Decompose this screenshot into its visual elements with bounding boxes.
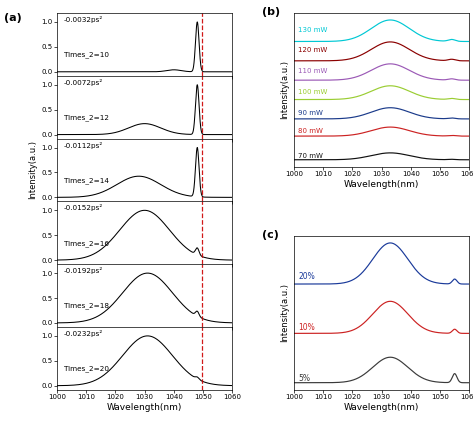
Text: 100 mW: 100 mW bbox=[298, 89, 328, 95]
X-axis label: Wavelength(nm): Wavelength(nm) bbox=[344, 403, 419, 412]
Text: 120 mW: 120 mW bbox=[298, 48, 328, 53]
Text: -0.0112ps²: -0.0112ps² bbox=[64, 142, 103, 149]
Text: (c): (c) bbox=[262, 230, 279, 240]
Text: -0.0032ps²: -0.0032ps² bbox=[64, 16, 103, 23]
Text: 90 mW: 90 mW bbox=[298, 110, 323, 116]
Text: Times_2=10: Times_2=10 bbox=[64, 52, 109, 58]
Y-axis label: Intensity(a.u.): Intensity(a.u.) bbox=[281, 60, 290, 120]
Text: (b): (b) bbox=[262, 7, 280, 17]
Text: 80 mW: 80 mW bbox=[298, 128, 323, 134]
Text: 110 mW: 110 mW bbox=[298, 68, 328, 74]
Text: -0.0152ps²: -0.0152ps² bbox=[64, 204, 103, 211]
Text: 10%: 10% bbox=[298, 323, 315, 332]
Text: Times_2=12: Times_2=12 bbox=[64, 114, 109, 121]
Text: -0.0192ps²: -0.0192ps² bbox=[64, 267, 103, 274]
Text: 5%: 5% bbox=[298, 374, 310, 383]
Text: 20%: 20% bbox=[298, 272, 315, 281]
Text: (a): (a) bbox=[4, 13, 22, 23]
X-axis label: Wavelength(nm): Wavelength(nm) bbox=[107, 403, 182, 412]
Y-axis label: Intensity(a.u.): Intensity(a.u.) bbox=[281, 283, 290, 343]
Text: 70 mW: 70 mW bbox=[298, 153, 323, 159]
Text: Times_2=20: Times_2=20 bbox=[64, 365, 109, 372]
Text: Times_2=16: Times_2=16 bbox=[64, 240, 109, 246]
Text: -0.0072ps²: -0.0072ps² bbox=[64, 79, 103, 86]
Text: -0.0232ps²: -0.0232ps² bbox=[64, 330, 103, 337]
Text: Times_2=18: Times_2=18 bbox=[64, 303, 109, 309]
X-axis label: Wavelength(nm): Wavelength(nm) bbox=[344, 180, 419, 189]
Text: 130 mW: 130 mW bbox=[298, 27, 328, 32]
Y-axis label: Intensity(a.u.): Intensity(a.u.) bbox=[28, 140, 37, 200]
Text: Times_2=14: Times_2=14 bbox=[64, 177, 109, 184]
